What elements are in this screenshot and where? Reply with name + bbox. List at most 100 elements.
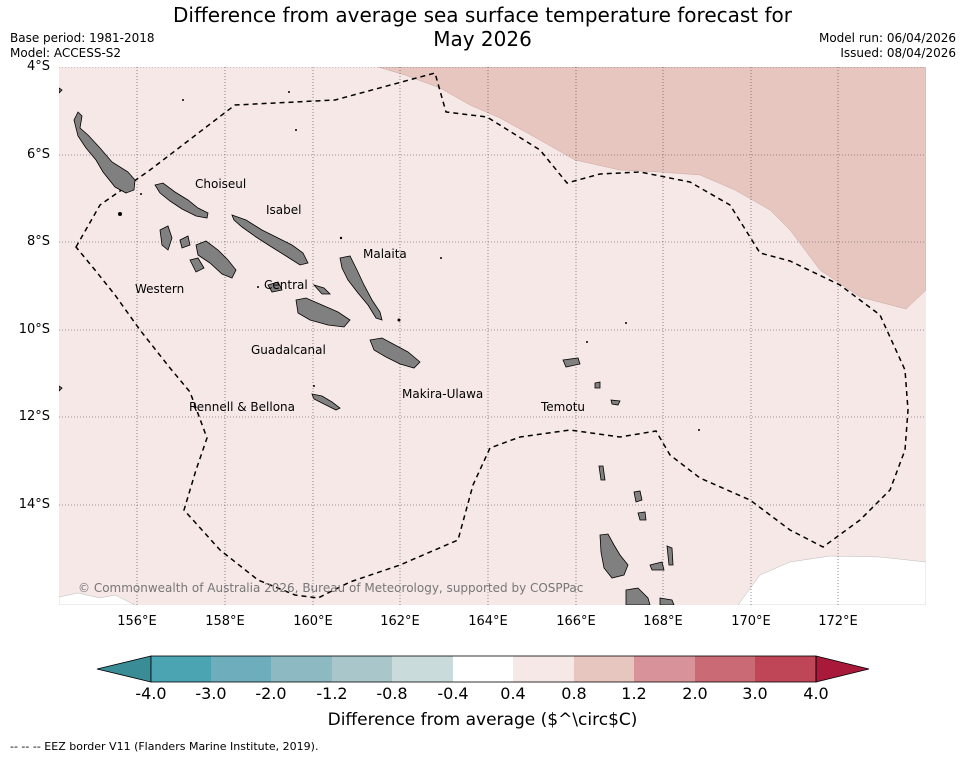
anomaly-field-warm bbox=[377, 67, 926, 310]
islet-11 bbox=[118, 212, 122, 216]
colorbar-bin-3 bbox=[271, 656, 332, 682]
colorbar-bin-5 bbox=[392, 656, 453, 682]
meta-left: Base period: 1981-2018 Model: ACCESS-S2 bbox=[10, 31, 155, 61]
colorbar-outline bbox=[150, 655, 817, 683]
island-choiseul bbox=[73, 111, 136, 194]
island-malaita bbox=[339, 255, 383, 321]
colorbar-bin-7 bbox=[513, 656, 574, 682]
lon-label-170e: 170°E bbox=[731, 614, 771, 629]
lon-label-156e: 156°E bbox=[117, 614, 157, 629]
island-vanuatu-f bbox=[625, 587, 651, 605]
copyright-notice: © Commonwealth of Australia 2026, Bureau… bbox=[78, 581, 583, 595]
islet-9 bbox=[698, 429, 700, 431]
island-temotu-b bbox=[594, 381, 601, 389]
colorbar-extend-low bbox=[96, 655, 152, 683]
islet-10 bbox=[257, 286, 259, 288]
issued-date: Issued: 08/04/2026 bbox=[840, 46, 956, 60]
colorbar-tick-3: -2.0 bbox=[255, 684, 287, 703]
island-central-b bbox=[312, 284, 331, 295]
island-western-a bbox=[159, 225, 173, 251]
colorbar-bin-2 bbox=[211, 656, 271, 682]
lon-label-164e: 164°E bbox=[468, 614, 508, 629]
colorbar-tick-5: -0.8 bbox=[376, 684, 408, 703]
lon-label-158e: 158°E bbox=[205, 614, 245, 629]
islet-5 bbox=[440, 257, 442, 259]
colorbar-bin-1 bbox=[151, 656, 211, 682]
island-espiritu-santo bbox=[599, 533, 629, 579]
lat-label-8s: 8°S bbox=[26, 234, 50, 249]
lon-label-162e: 162°E bbox=[380, 614, 420, 629]
label-temotu: Temotu bbox=[540, 400, 585, 414]
label-isabel: Isabel bbox=[266, 203, 301, 217]
islet-2 bbox=[288, 91, 290, 93]
label-rennell-bellona: Rennell & Bellona bbox=[189, 400, 295, 414]
model-run: Model run: 06/04/2026 bbox=[818, 31, 956, 45]
islet-6 bbox=[397, 318, 401, 322]
lat-label-6s: 6°S bbox=[26, 147, 50, 162]
label-central: Central bbox=[264, 278, 308, 292]
island-vanuatu-north-a bbox=[598, 465, 606, 481]
island-vanuatu-e bbox=[666, 545, 674, 566]
island-western-b bbox=[179, 235, 191, 249]
lat-label-14s: 14°S bbox=[18, 497, 50, 512]
lon-label-172e: 172°E bbox=[818, 614, 858, 629]
lon-label-160e: 160°E bbox=[293, 614, 333, 629]
islet-1 bbox=[182, 99, 184, 101]
label-choiseul: Choiseul bbox=[195, 177, 246, 191]
island-choiseul-east bbox=[154, 182, 209, 219]
meta-right: Model run: 06/04/2026 Issued: 08/04/2026 bbox=[819, 31, 956, 61]
label-western: Western bbox=[135, 282, 184, 296]
colorbar-extend-high bbox=[815, 655, 870, 683]
islands bbox=[59, 87, 675, 605]
colorbar-tick-6: -0.4 bbox=[437, 684, 469, 703]
colorbar-tick-1: -4.0 bbox=[135, 684, 167, 703]
islet-12 bbox=[140, 193, 142, 195]
label-guadalcanal: Guadalcanal bbox=[251, 343, 326, 357]
island-isabel bbox=[231, 214, 309, 266]
colorbar-tick-10: 2.0 bbox=[682, 684, 708, 703]
colorbar-title: Difference from average ($^\circ$C) bbox=[0, 710, 965, 730]
island-vanuatu-d bbox=[649, 561, 665, 571]
islet-3 bbox=[295, 129, 297, 131]
colorbar-bin-10 bbox=[695, 656, 755, 682]
neutral-patch-south-east bbox=[737, 555, 926, 605]
base-period: Base period: 1981-2018 bbox=[10, 31, 155, 45]
island-guadalcanal bbox=[295, 297, 351, 328]
island-new-georgia bbox=[195, 240, 237, 279]
colorbar-tick-7: 0.4 bbox=[500, 684, 526, 703]
eez-border bbox=[75, 72, 909, 599]
lon-label-168e: 168°E bbox=[643, 614, 683, 629]
colorbar-bin-6 bbox=[453, 656, 513, 682]
island-rennell bbox=[311, 393, 341, 411]
island-central bbox=[267, 281, 283, 293]
island-edge-west-a bbox=[59, 87, 63, 94]
colorbar-tick-11: 3.0 bbox=[742, 684, 768, 703]
colorbar bbox=[96, 655, 870, 683]
island-makira bbox=[369, 337, 421, 369]
colorbar-bin-11 bbox=[755, 656, 816, 682]
lon-label-166e: 166°E bbox=[556, 614, 596, 629]
lat-label-10s: 10°S bbox=[18, 322, 50, 337]
colorbar-bin-4 bbox=[332, 656, 392, 682]
model-name: Model: ACCESS-S2 bbox=[10, 46, 122, 60]
colorbar-bin-9 bbox=[634, 656, 695, 682]
colorbar-tick-9: 1.2 bbox=[621, 684, 647, 703]
islet-7 bbox=[586, 341, 588, 343]
eez-legend-note: -- -- -- EEZ border V11 (Flanders Marine… bbox=[10, 740, 319, 753]
lat-label-12s: 12°S bbox=[18, 409, 50, 424]
colorbar-bin-8 bbox=[574, 656, 634, 682]
colorbar-tick-2: -3.0 bbox=[195, 684, 227, 703]
lat-label-4s: 4°S bbox=[26, 59, 50, 74]
colorbar-tick-4: -1.2 bbox=[316, 684, 348, 703]
label-makira-ulawa: Makira-Ulawa bbox=[402, 387, 483, 401]
neutral-patch-south-west bbox=[59, 592, 136, 605]
title-line-2: May 2026 bbox=[433, 27, 532, 51]
island-western-c bbox=[189, 257, 205, 273]
island-vanuatu-g bbox=[659, 597, 675, 605]
colorbar-title-text: Difference from average ($^\circ$C) bbox=[327, 710, 638, 730]
label-malaita: Malaita bbox=[363, 247, 407, 261]
islet-8 bbox=[625, 322, 627, 324]
island-edge-west-b bbox=[59, 385, 63, 392]
island-temotu-c bbox=[610, 399, 621, 406]
islet-13 bbox=[313, 385, 315, 387]
